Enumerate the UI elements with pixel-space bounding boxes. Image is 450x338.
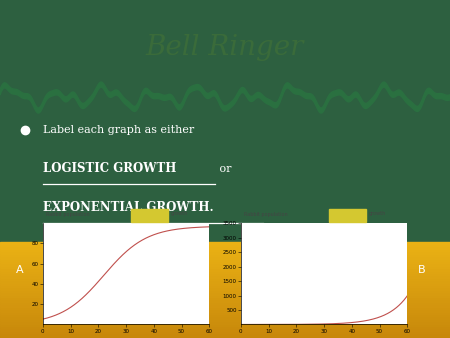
Bar — [0, 321, 450, 323]
Bar — [0, 295, 450, 297]
Bar — [0, 275, 450, 278]
Bar — [0, 256, 450, 259]
Bar — [0, 326, 450, 329]
Bar — [0, 280, 450, 283]
Text: growth: growth — [171, 212, 188, 217]
Bar — [0, 307, 450, 309]
Bar — [0, 290, 450, 292]
Bar — [0, 268, 450, 270]
Text: or: or — [216, 164, 231, 174]
Bar — [131, 209, 167, 222]
Bar — [0, 278, 450, 280]
Text: Label each graph as either: Label each graph as either — [43, 125, 194, 135]
Bar — [0, 285, 450, 287]
Text: Rabbit population: Rabbit population — [244, 212, 288, 217]
Bar — [0, 287, 450, 290]
Bar — [0, 254, 450, 256]
Bar — [0, 319, 450, 321]
Bar — [0, 244, 450, 246]
Bar — [0, 336, 450, 338]
Text: Bell Ringer: Bell Ringer — [146, 34, 304, 61]
Bar — [0, 242, 450, 244]
Bar — [0, 299, 450, 302]
Bar — [0, 273, 450, 275]
Bar — [0, 331, 450, 333]
Bar — [0, 263, 450, 266]
Bar — [0, 314, 450, 316]
Bar — [0, 246, 450, 249]
Text: EXPONENTIAL GROWTH.: EXPONENTIAL GROWTH. — [43, 201, 213, 214]
Bar — [0, 333, 450, 336]
Bar — [0, 292, 450, 295]
Bar — [0, 316, 450, 319]
Text: A: A — [16, 265, 23, 275]
Bar — [0, 323, 450, 326]
Bar — [0, 266, 450, 268]
Bar — [0, 270, 450, 273]
Bar — [0, 283, 450, 285]
Bar — [0, 302, 450, 304]
Bar — [0, 242, 450, 338]
Text: Rabbit population: Rabbit population — [46, 212, 90, 217]
Bar — [0, 261, 450, 263]
Bar — [0, 329, 450, 331]
Bar — [0, 249, 450, 251]
Bar — [0, 309, 450, 312]
Bar — [0, 297, 450, 299]
Text: growth: growth — [369, 212, 386, 217]
Bar — [329, 209, 365, 222]
Text: B: B — [418, 265, 426, 275]
Bar — [0, 312, 450, 314]
Bar — [0, 251, 450, 254]
Text: LOGISTIC GROWTH: LOGISTIC GROWTH — [43, 163, 176, 175]
Bar — [0, 259, 450, 261]
Bar — [0, 304, 450, 307]
